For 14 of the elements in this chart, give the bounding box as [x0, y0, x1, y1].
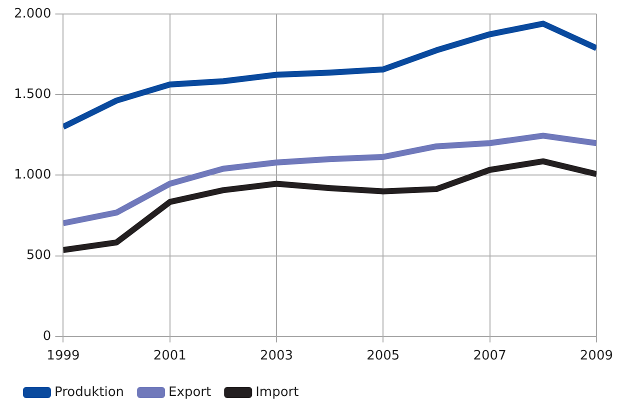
x-tick-label: 2003 — [260, 348, 294, 364]
y-tick-label: 0 — [42, 328, 52, 344]
legend-label: Import — [256, 384, 299, 400]
y-tick-label: 1.500 — [14, 86, 52, 102]
x-tick-label: 1999 — [46, 348, 80, 364]
y-tick-label: 2.000 — [14, 6, 52, 22]
legend-label: Produktion — [54, 384, 124, 400]
x-tick-label: 2001 — [153, 348, 186, 364]
x-tick-label: 2005 — [366, 348, 400, 364]
x-tick-label: 2009 — [580, 348, 614, 364]
y-tick-label: 1.000 — [14, 168, 52, 183]
x-tick-label: 2007 — [473, 348, 506, 364]
y-tick-label: 500 — [26, 248, 52, 264]
legend-label: Export — [168, 384, 212, 400]
